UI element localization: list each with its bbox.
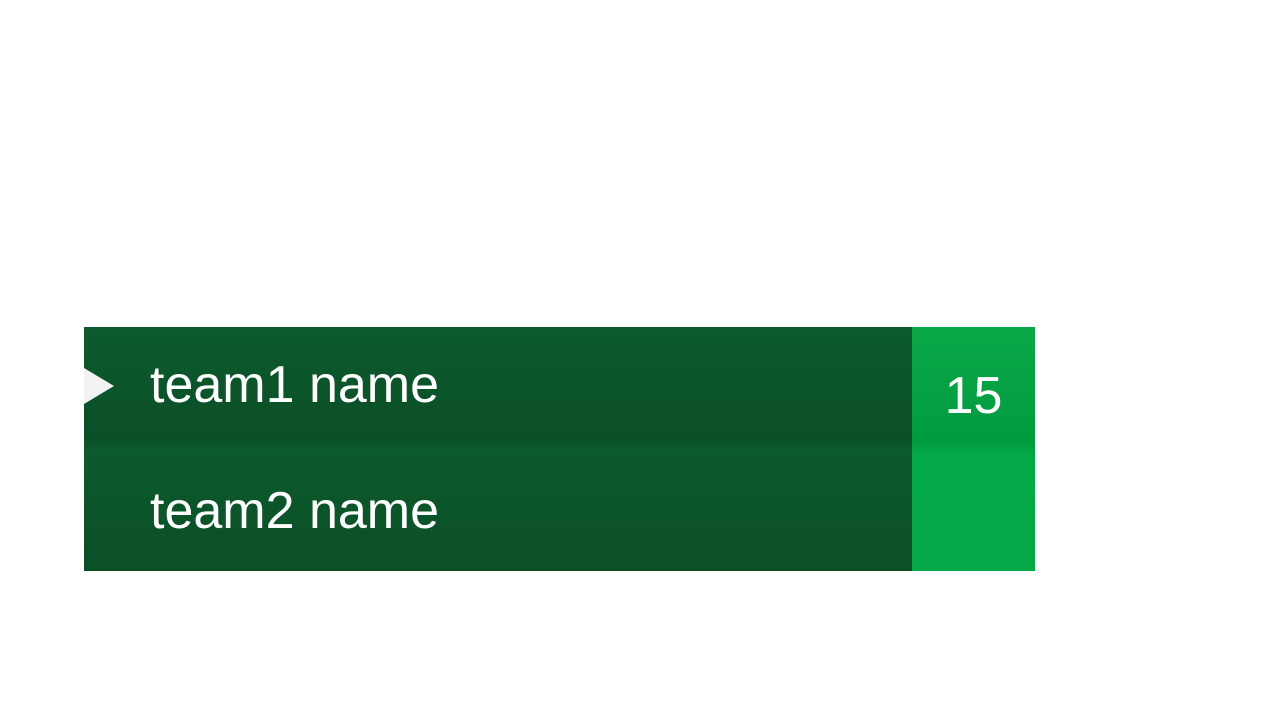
serve-indicator-icon — [84, 368, 114, 404]
team2-name: team2 name — [150, 482, 440, 540]
team2-score — [912, 449, 1035, 571]
team1-name: team1 name — [150, 356, 440, 414]
scoreboard: team1 name team2 name 15 — [84, 327, 1035, 571]
team-names-panel: team1 name team2 name — [84, 327, 912, 571]
team2-row: team2 name — [84, 449, 912, 571]
score-panel: 15 — [912, 327, 1035, 571]
team1-row: team1 name — [84, 327, 912, 449]
team1-score: 15 — [944, 367, 1003, 425]
